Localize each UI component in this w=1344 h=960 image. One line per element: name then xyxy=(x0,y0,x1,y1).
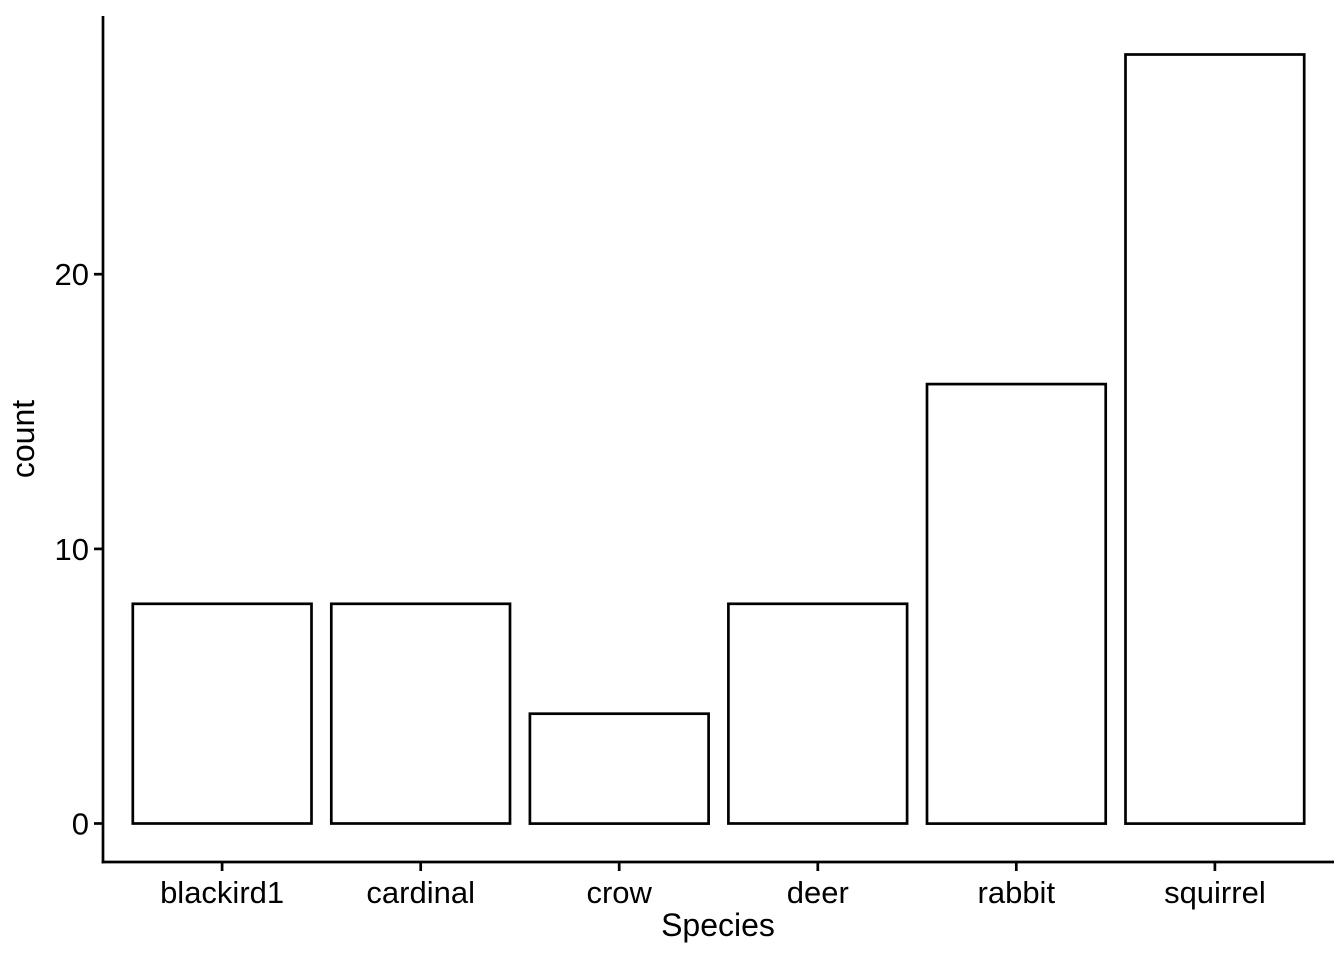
y-axis-title: count xyxy=(5,400,41,478)
x-tick-label-cardinal: cardinal xyxy=(366,875,475,910)
bar-blackird1 xyxy=(131,602,313,825)
y-tick-label-0: 0 xyxy=(72,807,89,842)
y-tick-label-10: 10 xyxy=(55,532,89,567)
x-tick-label-squirrel: squirrel xyxy=(1164,875,1266,910)
y-tick-labels: 0 10 20 xyxy=(55,257,89,841)
bar-cardinal xyxy=(329,602,512,825)
bars xyxy=(131,53,1306,825)
y-axis-ticks xyxy=(94,272,103,825)
x-tick-labels: blackird1 cardinal crow deer rabbit squirrel xyxy=(160,875,1266,910)
bar-crow xyxy=(528,712,710,825)
x-tick-label-deer: deer xyxy=(787,875,849,910)
x-axis-title: Species xyxy=(661,907,775,943)
bar-deer xyxy=(727,602,909,825)
y-tick-label-20: 20 xyxy=(55,257,89,292)
x-tick-label-blackird1: blackird1 xyxy=(160,875,284,910)
bar-squirrel xyxy=(1124,53,1306,825)
bar-rabbit xyxy=(925,382,1108,825)
x-axis-ticks xyxy=(220,862,1217,871)
x-tick-label-crow: crow xyxy=(586,875,652,910)
x-tick-label-rabbit: rabbit xyxy=(978,875,1056,910)
